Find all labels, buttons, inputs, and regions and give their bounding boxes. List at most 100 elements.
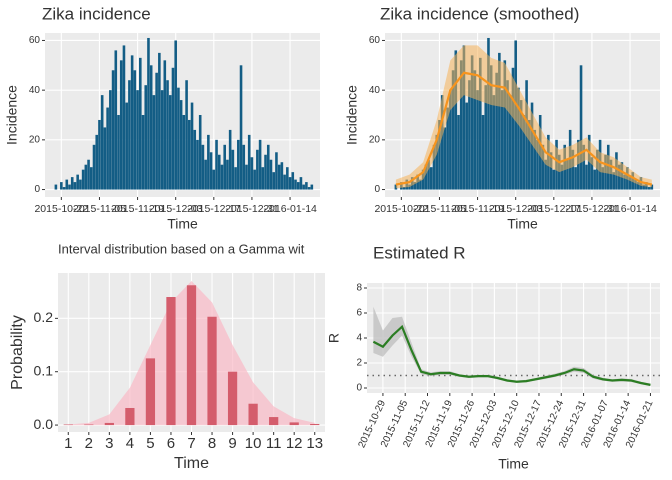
x-tick-label: 2 [85,435,93,452]
bar [109,90,112,190]
bar [242,144,246,190]
bar [530,102,534,190]
bar [593,169,596,190]
bar [89,167,93,190]
bar [617,164,621,190]
bar [468,80,471,190]
bar [87,159,90,190]
bar [552,169,556,190]
bar [280,162,284,190]
bar [272,172,276,190]
bar [177,87,180,190]
x-tick-label: 6 [167,435,175,452]
bar [500,90,504,190]
bar [76,174,79,190]
bar [647,187,651,190]
bar [536,139,539,190]
bar [503,60,507,190]
x-tick-label: 9 [228,435,236,452]
x-axis-label: Time [167,216,198,232]
bar [462,45,466,190]
bar [508,95,512,190]
x-axis-label: Time [507,216,538,232]
bar [283,174,286,190]
y-tick-label: 0.2 [34,309,54,325]
y-tick-label: 60 [369,35,381,46]
bar [476,90,479,190]
bar [541,144,545,190]
x-tick-label: 2015-12-31 [565,203,619,215]
bar [98,119,101,190]
bar [245,164,248,190]
bar [100,95,104,190]
bar [95,134,99,190]
bar [231,149,235,190]
bar [528,119,531,190]
bar [402,187,406,190]
x-tick-label: 2016-01-14 [603,203,657,215]
bar [299,177,303,190]
bar [266,144,270,190]
bar [253,169,256,190]
bar [261,167,265,190]
bar [429,167,433,190]
bar [215,139,218,190]
y-axis-label: Incidence [4,85,20,145]
x-tick-label: 2015-12-03 [489,203,543,215]
bar [413,182,417,190]
bar [65,179,69,190]
bar [117,115,120,190]
bar [560,164,564,190]
bar [179,100,183,190]
bar [642,184,645,190]
bar [248,403,258,426]
bar [419,179,422,190]
bar [305,182,308,190]
line [395,71,653,186]
bar [465,102,468,190]
bar [166,80,169,190]
x-tick-label: 1 [64,435,72,452]
bar [623,174,626,190]
y-tick-label: 8 [356,283,362,294]
bar [145,358,156,426]
bar [587,134,591,190]
bar [296,182,300,190]
bar [511,67,515,190]
bar [79,179,82,190]
bar [201,144,205,190]
bar [479,57,482,190]
bar [198,115,202,190]
bar [579,65,583,190]
y-tick-label: 2 [356,358,362,369]
bar [119,60,123,190]
bar [571,149,575,190]
bar [256,149,259,190]
bar [228,129,232,190]
y-axis-label: Probability [9,315,26,390]
bar [70,177,74,190]
bar [250,157,254,190]
bar [446,107,449,190]
bar [226,159,229,190]
x-tick-label: 2015-12-17 [527,203,581,215]
bar [582,144,586,190]
x-tick-label: 10 [245,435,262,452]
bar [636,182,640,190]
bar [171,67,175,190]
bar [286,167,289,190]
bar [628,177,632,190]
bar [212,169,216,190]
bar [487,37,490,190]
bar [451,70,455,190]
bar [54,184,58,190]
bar [73,182,77,190]
bar [130,55,134,190]
bar [60,182,63,190]
bar [258,139,262,190]
bar [484,85,488,190]
bar [204,159,207,190]
bar [291,172,295,190]
bar [237,139,240,190]
